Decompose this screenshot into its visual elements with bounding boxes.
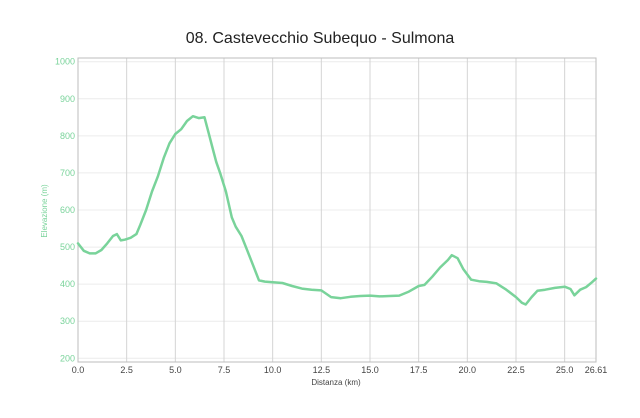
- x-tick-label: 0.0: [72, 365, 85, 375]
- y-tick-label: 300: [60, 316, 75, 326]
- grid-layer: [77, 58, 597, 362]
- y-axis-label: Elevazione (m): [40, 184, 49, 238]
- x-tick-label: 20.0: [459, 365, 477, 375]
- elevation-line: [76, 114, 598, 306]
- x-tick-label: 7.5: [218, 365, 231, 375]
- x-axis-label: Distanza (km): [311, 378, 361, 387]
- y-tick-label: 200: [60, 353, 75, 363]
- y-tick-label: 1000: [55, 57, 75, 67]
- y-tick-label: 500: [60, 242, 75, 252]
- plot-border: [77, 57, 597, 363]
- y-tick-label: 600: [60, 205, 75, 215]
- x-tick-label: 12.5: [313, 365, 331, 375]
- x-tick-label: 26.61: [585, 365, 608, 375]
- y-tick-label: 400: [60, 279, 75, 289]
- series-layer: [76, 114, 598, 306]
- chart-title: 08. Castevecchio Subequo - Sulmona: [185, 30, 455, 47]
- y-tick-label: 800: [60, 131, 75, 141]
- x-tick-label: 25.0: [556, 365, 574, 375]
- y-tick-label: 700: [60, 168, 75, 178]
- x-tick-label: 2.5: [120, 365, 133, 375]
- x-tick-label: 17.5: [410, 365, 428, 375]
- axis-layer: [77, 57, 597, 363]
- x-tick-label: 15.0: [361, 365, 379, 375]
- y-tick-label: 900: [60, 94, 75, 104]
- tick-layer: 200 300 400 500 600 700 800 900 1000 0.0 2.5 5.0 7.5…: [55, 57, 607, 375]
- x-tick-label: 10.0: [264, 365, 282, 375]
- x-tick-label: 5.0: [169, 365, 182, 375]
- x-tick-label: 22.5: [507, 365, 525, 375]
